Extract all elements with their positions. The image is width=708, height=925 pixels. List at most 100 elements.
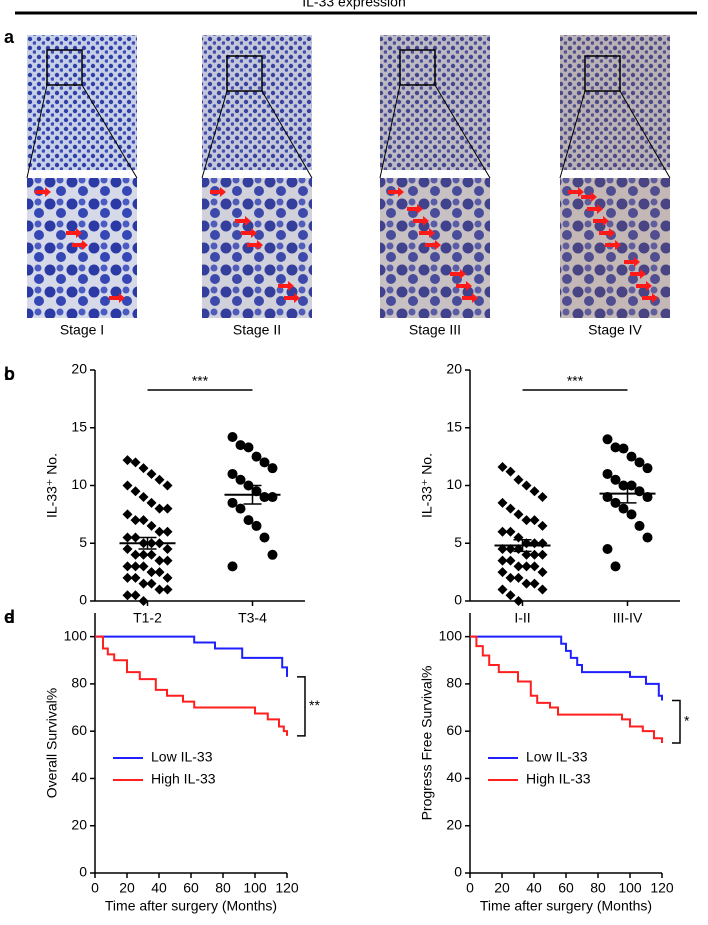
data-point — [529, 549, 540, 560]
y-axis-label: Overall Survival% — [44, 688, 60, 798]
y-tick-label: 5 — [79, 534, 87, 550]
data-point — [122, 544, 133, 555]
data-point — [235, 440, 246, 451]
zoom-line — [559, 90, 586, 179]
data-point — [146, 520, 157, 531]
data-point — [529, 515, 540, 526]
zoom-line — [619, 90, 671, 179]
x-tick-label: 80 — [215, 880, 231, 896]
x-tick-label: 100 — [618, 880, 642, 896]
data-point — [154, 526, 165, 537]
x-axis-label: Time after surgery (Months) — [105, 898, 277, 914]
y-tick-label: 10 — [446, 476, 462, 492]
data-point — [146, 497, 157, 508]
data-point — [521, 480, 532, 491]
survival-curve — [95, 635, 288, 677]
tint — [560, 35, 670, 170]
data-point — [130, 486, 141, 497]
x-tick-label: I-II — [514, 610, 530, 626]
arrow — [388, 187, 404, 197]
data-point — [497, 555, 508, 566]
y-tick-label: 60 — [71, 722, 87, 738]
y-tick-label: 40 — [446, 769, 462, 785]
data-point — [505, 503, 516, 514]
data-point — [497, 526, 508, 537]
zoom-line — [81, 84, 138, 179]
data-point — [146, 578, 157, 589]
data-point — [610, 442, 621, 453]
data-point — [642, 463, 653, 474]
y-tick-label: 10 — [71, 476, 87, 492]
x-tick-label: 60 — [558, 880, 574, 896]
y-tick-label: 80 — [71, 675, 87, 691]
data-point — [626, 509, 637, 520]
data-point — [537, 520, 548, 531]
data-point — [130, 549, 141, 560]
data-point — [227, 561, 238, 572]
significance: * — [684, 712, 690, 728]
data-point — [267, 492, 278, 503]
data-point — [634, 457, 645, 468]
arrow — [278, 281, 294, 291]
arrow — [450, 269, 466, 279]
data-point — [235, 503, 246, 514]
data-point — [146, 468, 157, 479]
y-tick-label: 20 — [446, 361, 462, 377]
arrow — [66, 228, 82, 238]
panel-label: b — [4, 364, 15, 384]
y-tick-label: 100 — [64, 627, 88, 643]
data-point — [162, 503, 173, 514]
header-title: IL-33 expression — [302, 0, 406, 10]
y-tick-label: 5 — [454, 534, 462, 550]
data-point — [130, 561, 141, 572]
micrograph — [560, 35, 670, 170]
data-point — [243, 442, 254, 453]
data-point — [521, 515, 532, 526]
significance-bracket — [297, 676, 306, 737]
data-point — [634, 486, 645, 497]
data-point — [642, 532, 653, 543]
x-tick-label: 0 — [466, 880, 474, 896]
arrow — [407, 204, 423, 214]
arrow — [636, 281, 652, 291]
data-point — [227, 468, 238, 479]
y-tick-label: 15 — [446, 418, 462, 434]
stage-label: Stage III — [409, 322, 461, 338]
x-tick-label: III-IV — [613, 610, 643, 626]
data-point — [154, 555, 165, 566]
data-point — [162, 526, 173, 537]
arrow — [456, 281, 472, 291]
data-point — [227, 431, 238, 442]
inset-box — [226, 55, 263, 92]
x-tick-label: 120 — [650, 880, 674, 896]
x-tick-label: 100 — [243, 880, 267, 896]
error-bar — [243, 484, 262, 505]
data-point — [122, 590, 133, 601]
data-point — [259, 532, 270, 543]
arrow — [235, 216, 251, 226]
data-point — [130, 515, 141, 526]
arrow — [241, 228, 257, 238]
stage-label: Stage IV — [588, 322, 642, 338]
significance: *** — [192, 373, 209, 389]
survival-curve — [470, 635, 663, 743]
y-tick-label: 20 — [71, 361, 87, 377]
arrow — [284, 293, 300, 303]
survival-curve — [470, 635, 663, 701]
x-tick-label: 0 — [91, 880, 99, 896]
data-point — [529, 561, 540, 572]
data-point — [497, 462, 508, 473]
data-point — [602, 434, 613, 445]
arrow — [605, 240, 621, 250]
y-tick-label: 60 — [446, 722, 462, 738]
data-point — [162, 544, 173, 555]
arrow — [72, 240, 88, 250]
x-tick-label: 40 — [526, 880, 542, 896]
data-point — [537, 549, 548, 560]
arrow — [419, 228, 435, 238]
data-point — [513, 596, 524, 606]
data-point — [130, 532, 141, 543]
x-tick-label: 120 — [275, 880, 299, 896]
y-axis-label: Progress Free Survival% — [419, 666, 435, 821]
